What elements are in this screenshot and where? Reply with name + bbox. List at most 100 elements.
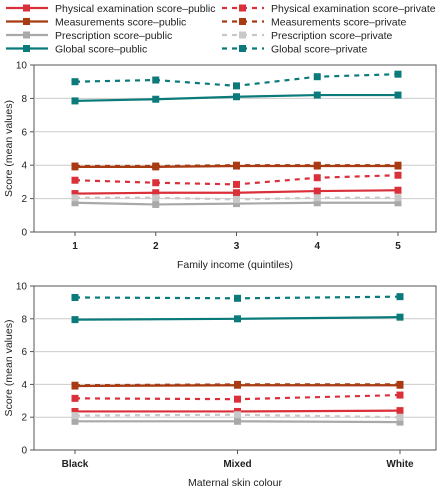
data-point — [71, 417, 79, 425]
legend-swatch-marker — [23, 4, 30, 12]
legend-swatch-marker — [23, 18, 30, 25]
series-physical-examination-score-private — [71, 391, 404, 403]
data-point — [396, 391, 404, 399]
data-point — [71, 190, 79, 198]
data-point — [71, 97, 79, 105]
data-point — [71, 293, 79, 301]
series-physical-examination-score-public — [71, 186, 402, 198]
data-point — [396, 380, 404, 388]
x-tick-label: 4 — [314, 241, 320, 252]
data-point — [152, 200, 160, 208]
y-tick-label: 10 — [16, 61, 28, 72]
data-point — [313, 91, 321, 99]
data-point — [71, 407, 79, 415]
x-axis-title: Family income (quintiles) — [177, 259, 293, 271]
y-tick-label: 4 — [21, 380, 27, 391]
legend-item-prescription-score-private: Prescription score–private — [222, 30, 393, 42]
data-point — [396, 413, 404, 421]
legend: Physical examination score–public Physica… — [6, 3, 436, 56]
legend-item-measurements-score-private: Measurements score–private — [222, 17, 407, 29]
data-point — [313, 73, 321, 81]
legend-item-prescription-score-public: Prescription score–public — [6, 30, 172, 42]
series-prescription-score-private — [71, 194, 402, 203]
series-global-score-private — [71, 70, 402, 90]
data-point — [394, 91, 402, 99]
legend-label: Physical examination score–private — [271, 3, 436, 15]
data-point — [233, 195, 240, 203]
data-point — [234, 411, 241, 419]
data-point — [233, 200, 240, 208]
data-point — [396, 418, 404, 426]
legend-swatch-marker — [239, 31, 246, 39]
legend-swatch-marker — [239, 4, 246, 12]
legend-label: Physical examination score–public — [55, 3, 216, 15]
x-tick-label: 5 — [395, 241, 401, 252]
x-tick-label: White — [386, 459, 414, 470]
series-global-score-public — [71, 313, 404, 324]
data-point — [152, 76, 160, 84]
data-point — [234, 380, 241, 388]
data-point — [71, 394, 79, 402]
x-tick-label: 2 — [153, 241, 159, 252]
series-prescription-score-public — [71, 199, 402, 208]
data-point — [71, 381, 79, 389]
x-axis-title: Maternal skin colour — [188, 477, 282, 489]
data-point — [396, 293, 404, 301]
legend-label: Prescription score–private — [271, 30, 393, 42]
data-point — [152, 95, 160, 103]
y-tick-label: 0 — [21, 446, 27, 457]
legend-label: Global score–public — [55, 44, 147, 56]
data-point — [313, 194, 321, 202]
series-measurements-score-private — [71, 161, 402, 170]
legend-item-physical-examination-score-public: Physical examination score–public — [6, 3, 216, 15]
x-tick-label: 3 — [234, 241, 240, 252]
data-point — [71, 316, 79, 324]
data-point — [394, 186, 402, 194]
legend-label: Measurements score–public — [55, 17, 186, 29]
data-point — [234, 294, 241, 302]
y-tick-label: 6 — [21, 127, 27, 138]
legend-label: Measurements score–private — [271, 17, 407, 29]
data-point — [233, 180, 240, 188]
legend-swatch-marker — [23, 31, 30, 39]
data-point — [71, 162, 79, 170]
data-point — [71, 199, 79, 207]
data-point — [394, 70, 402, 78]
y-tick-label: 4 — [21, 161, 27, 172]
series-measurements-score-private — [71, 380, 404, 389]
data-point — [71, 176, 79, 184]
series-prescription-score-public — [71, 417, 404, 426]
legend-item-measurements-score-public: Measurements score–public — [6, 17, 186, 29]
data-point — [313, 199, 321, 207]
y-tick-label: 2 — [21, 194, 27, 205]
series-physical-examination-score-private — [71, 171, 402, 188]
legend-item-physical-examination-score-private: Physical examination score–private — [222, 3, 436, 15]
legend-swatch-marker — [239, 18, 246, 25]
data-point — [152, 179, 160, 187]
data-point — [71, 412, 79, 420]
data-point — [234, 417, 241, 425]
data-point — [394, 171, 402, 179]
data-point — [313, 174, 321, 182]
x-tick-label: 1 — [72, 241, 78, 252]
data-point — [71, 78, 79, 86]
data-point — [313, 187, 321, 195]
y-tick-label: 8 — [21, 94, 27, 105]
data-point — [71, 194, 79, 202]
data-point — [152, 162, 160, 170]
legend-swatch-marker — [239, 45, 246, 52]
data-point — [234, 395, 241, 403]
series-global-score-public — [71, 91, 402, 105]
legend-item-global-score-private: Global score–private — [222, 44, 367, 56]
data-point — [394, 199, 402, 207]
data-point — [152, 194, 160, 202]
data-point — [396, 313, 404, 321]
y-tick-label: 10 — [16, 282, 28, 293]
data-point — [233, 161, 240, 169]
series-prescription-score-private — [71, 411, 404, 421]
y-axis-title: Score (mean values) — [3, 320, 15, 417]
series-global-score-private — [71, 293, 404, 302]
y-tick-label: 0 — [21, 228, 27, 239]
